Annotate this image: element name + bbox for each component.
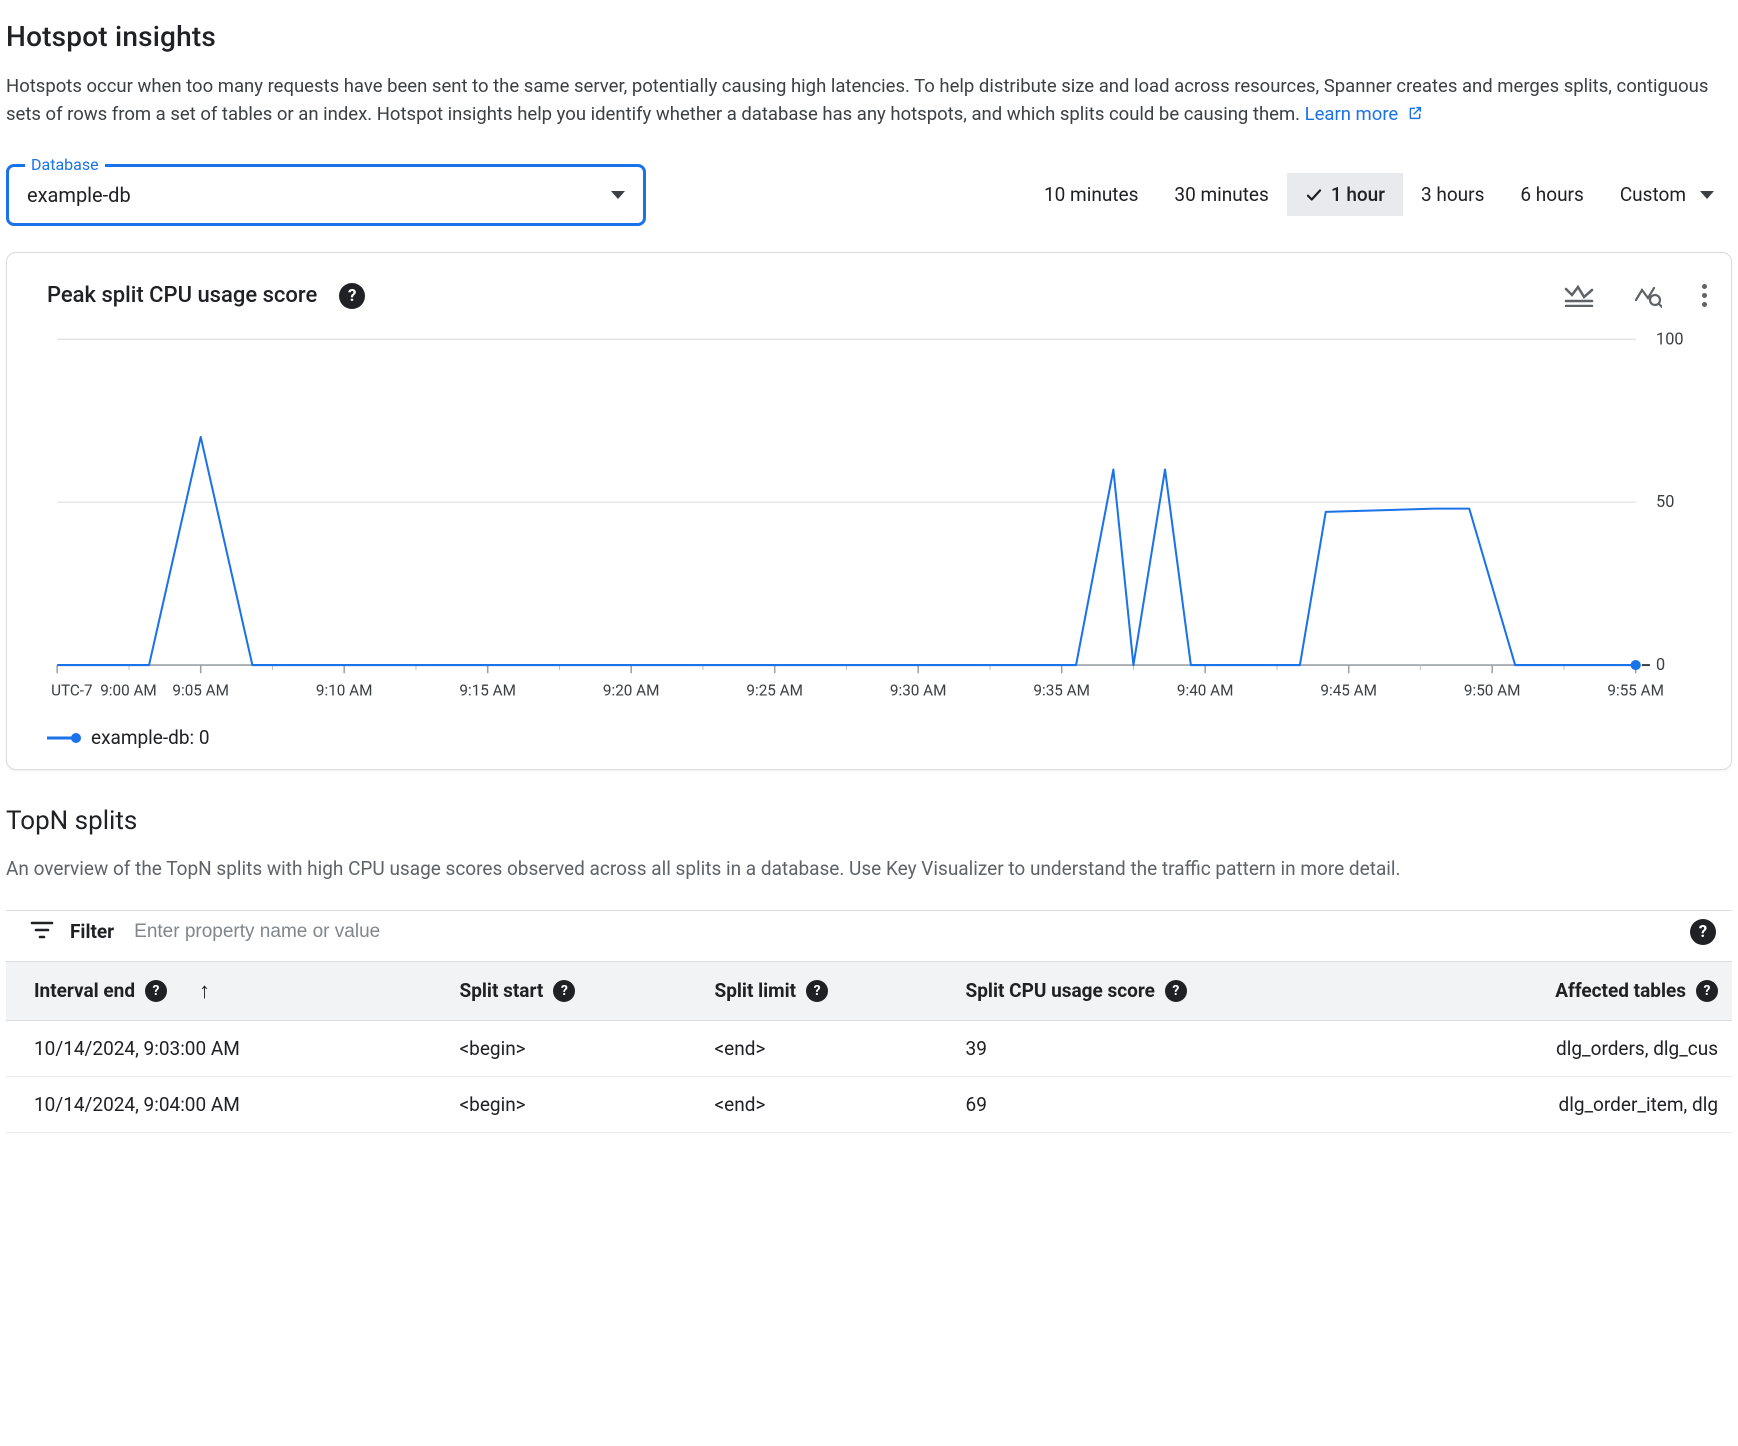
intro-text: Hotspots occur when too many requests ha… — [6, 72, 1732, 130]
timerange-option[interactable]: 10 minutes — [1026, 173, 1156, 216]
svg-text:9:50 AM: 9:50 AM — [1464, 681, 1521, 699]
timerange-option[interactable]: Custom — [1602, 173, 1732, 216]
filter-input[interactable] — [132, 920, 1672, 944]
help-icon[interactable]: ? — [806, 980, 828, 1002]
table-cell: 10/14/2024, 9:03:00 AM — [6, 1020, 446, 1076]
table-row[interactable]: 10/14/2024, 9:03:00 AM<begin><end>39dlg_… — [6, 1020, 1732, 1076]
legend-toggle-icon[interactable] — [1564, 285, 1594, 307]
help-icon[interactable]: ? — [553, 980, 575, 1002]
timerange-option[interactable]: 30 minutes — [1156, 173, 1286, 216]
database-select[interactable]: Database example-db — [6, 164, 646, 226]
timerange-option[interactable]: 3 hours — [1403, 173, 1502, 216]
svg-text:9:55 AM: 9:55 AM — [1607, 681, 1664, 699]
table-header[interactable]: Affected tables? — [1394, 961, 1732, 1020]
cpu-usage-line-chart: UTC-7 9:00 AM 9:05 AM 9:10 AM 9:15 AM 9:20 AM… — [47, 329, 1707, 726]
sort-arrow-icon: ↑ — [199, 978, 210, 1004]
svg-text:UTC-7: UTC-7 — [51, 681, 93, 699]
filter-label: Filter — [70, 920, 114, 943]
table-cell: <begin> — [446, 1076, 701, 1132]
topn-section: TopN splits An overview of the TopN spli… — [6, 806, 1732, 1133]
svg-text:9:40 AM: 9:40 AM — [1177, 681, 1234, 699]
svg-text:0: 0 — [1656, 655, 1665, 674]
timerange-picker: 10 minutes30 minutes1 hour3 hours6 hours… — [1026, 173, 1732, 216]
database-select-value: example-db — [27, 183, 611, 207]
page-title: Hotspot insights — [6, 20, 1732, 53]
dropdown-arrow-icon — [1700, 191, 1714, 199]
table-header[interactable]: Interval end?↑ — [6, 961, 446, 1020]
svg-text:9:10 AM: 9:10 AM — [316, 681, 373, 699]
table-cell: dlg_order_item, dlg — [1394, 1076, 1732, 1132]
filter-icon — [30, 920, 52, 944]
table-cell: 39 — [952, 1020, 1394, 1076]
table-cell: <end> — [701, 1020, 952, 1076]
topn-description: An overview of the TopN splits with high… — [6, 855, 1646, 884]
svg-text:100: 100 — [1656, 329, 1683, 348]
help-icon[interactable]: ? — [1696, 980, 1718, 1002]
table-row[interactable]: 10/14/2024, 9:04:00 AM<begin><end>69dlg_… — [6, 1076, 1732, 1132]
chart-legend: example-db: 0 — [47, 726, 1707, 749]
table-header[interactable]: Split start? — [446, 961, 701, 1020]
table-cell: dlg_orders, dlg_cus — [1394, 1020, 1732, 1076]
table-cell: 69 — [952, 1076, 1394, 1132]
table-header[interactable]: Split limit? — [701, 961, 952, 1020]
table-header[interactable]: Split CPU usage score? — [952, 961, 1394, 1020]
svg-text:9:45 AM: 9:45 AM — [1320, 681, 1377, 699]
svg-text:9:35 AM: 9:35 AM — [1033, 681, 1090, 699]
svg-text:9:25 AM: 9:25 AM — [746, 681, 803, 699]
external-link-icon — [1407, 101, 1423, 130]
chart-title: Peak split CPU usage score — [47, 283, 317, 308]
topn-title: TopN splits — [6, 806, 1732, 836]
svg-text:50: 50 — [1656, 492, 1674, 511]
svg-text:9:05 AM: 9:05 AM — [172, 681, 229, 699]
chart-card: Peak split CPU usage score ? UTC-79:0 — [6, 252, 1732, 770]
svg-text:9:00 AM: 9:00 AM — [100, 681, 157, 699]
table-cell: 10/14/2024, 9:04:00 AM — [6, 1076, 446, 1132]
svg-text:9:15 AM: 9:15 AM — [459, 681, 516, 699]
help-icon[interactable]: ? — [145, 980, 167, 1002]
database-select-label: Database — [25, 155, 105, 174]
help-icon[interactable]: ? — [339, 283, 365, 309]
timerange-option[interactable]: 1 hour — [1287, 173, 1403, 216]
topn-table: Interval end?↑Split start?Split limit?Sp… — [6, 961, 1732, 1133]
explore-chart-icon[interactable] — [1634, 284, 1662, 308]
filter-bar: Filter ? — [6, 910, 1732, 961]
help-icon[interactable]: ? — [1690, 919, 1716, 945]
legend-series-label: example-db: 0 — [91, 726, 210, 749]
dropdown-arrow-icon — [611, 191, 625, 199]
svg-text:9:30 AM: 9:30 AM — [890, 681, 947, 699]
learn-more-link[interactable]: Learn more — [1305, 103, 1423, 125]
svg-text:9:20 AM: 9:20 AM — [603, 681, 660, 699]
table-cell: <end> — [701, 1076, 952, 1132]
timerange-option[interactable]: 6 hours — [1502, 173, 1601, 216]
more-options-icon[interactable] — [1702, 284, 1707, 307]
table-cell: <begin> — [446, 1020, 701, 1076]
help-icon[interactable]: ? — [1165, 980, 1187, 1002]
